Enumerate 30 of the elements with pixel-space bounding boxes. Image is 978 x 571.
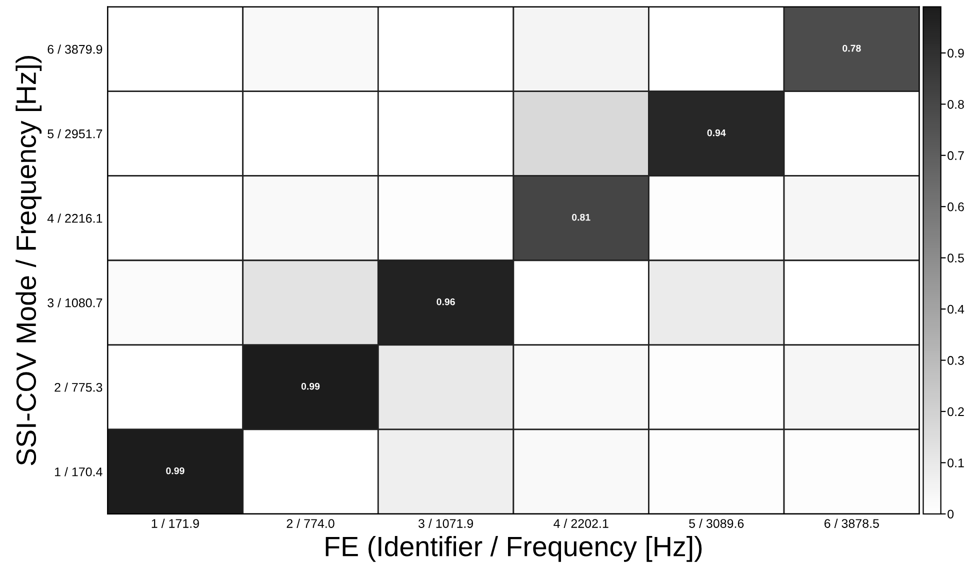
- x-axis-title: FE (Identifier / Frequency [Hz]): [326, 536, 702, 562]
- y-tick-label: 1 / 170.4: [55, 467, 102, 476]
- color-bar-label: 0.6: [948, 202, 964, 212]
- y-axis-title: SSI-COV Mode / Frequency [Hz]): [16, 56, 42, 466]
- y-tick-label: 4 / 2216.1: [47, 214, 102, 223]
- color-bar-label: 0.7: [948, 151, 964, 160]
- x-tick-label: 6 / 3878.5: [824, 518, 879, 528]
- y-tick-label: 5 / 2951.7: [48, 129, 102, 138]
- data-label: 0.99: [166, 467, 184, 474]
- data-label: 0.99: [301, 382, 320, 390]
- x-tick-label: 1 / 171.9: [152, 518, 199, 528]
- color-bar-label: 0.5: [948, 254, 964, 262]
- color-bar-label: 0.2: [948, 407, 964, 416]
- color-bar-label: 0.8: [948, 100, 964, 109]
- y-tick-label: 2 / 775.3: [54, 382, 102, 392]
- y-tick-label: 6 / 3879.9: [48, 44, 102, 54]
- x-tick-label: 5 / 3089.6: [689, 518, 744, 528]
- x-tick-label: 3 / 1071.9: [418, 518, 474, 528]
- x-tick-label: 4 / 2202.1: [554, 518, 608, 528]
- color-bar-label: 0.3: [948, 356, 964, 365]
- color-bar-label: 0: [948, 510, 954, 519]
- data-label: 0.94: [707, 129, 726, 136]
- data-label: 0.81: [572, 214, 590, 221]
- color-bar-label: 0.1: [948, 458, 964, 468]
- data-label: 0.96: [436, 298, 455, 306]
- data-label: 0.78: [842, 44, 861, 52]
- x-tick-label: 2 / 774.0: [286, 518, 334, 528]
- y-tick-label: 3 / 1080.7: [48, 298, 102, 308]
- color-bar-label: 0.4: [948, 304, 964, 314]
- color-bar-label: 0.9: [948, 48, 964, 58]
